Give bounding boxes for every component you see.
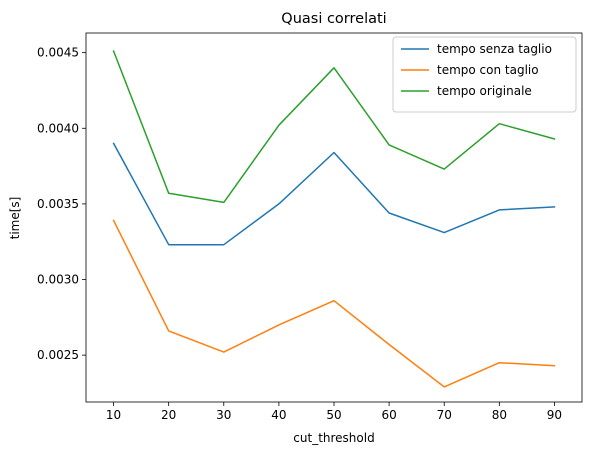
x-axis-label: cut_threshold [293,431,374,445]
y-tick-label: 0.0025 [37,348,79,362]
x-tick-label: 30 [216,408,231,422]
y-axis-label: time[s] [8,197,22,240]
series-lines [112,50,556,388]
series-line-3 [112,50,556,204]
x-tick-label: 90 [547,408,562,422]
x-tick-label: 50 [326,408,341,422]
legend-label: tempo originale [437,84,532,98]
legend-label: tempo con taglio [437,63,539,77]
x-tick-label: 40 [271,408,286,422]
y-tick-label: 0.0035 [37,197,79,211]
y-tick-label: 0.0045 [37,46,79,60]
series-line-2 [112,219,556,388]
x-tick-label: 20 [161,408,176,422]
legend-box [392,36,577,113]
x-tick-label: 70 [437,408,452,422]
chart-title: Quasi correlati [281,11,386,27]
x-tick-label: 80 [492,408,507,422]
x-axis-ticks: 10 20 30 40 50 60 70 80 90 [106,402,562,422]
y-tick-label: 0.0030 [37,273,79,287]
series-line-1 [112,142,556,246]
y-axis-ticks: 0.0025 0.0030 0.0035 0.0040 0.0045 [37,46,86,362]
x-tick-label: 60 [381,408,396,422]
legend-label: tempo senza taglio [437,42,552,56]
x-tick-label: 10 [106,408,121,422]
legend: tempo senza taglio tempo con taglio tempo … [392,36,577,113]
y-tick-label: 0.0040 [37,121,79,135]
